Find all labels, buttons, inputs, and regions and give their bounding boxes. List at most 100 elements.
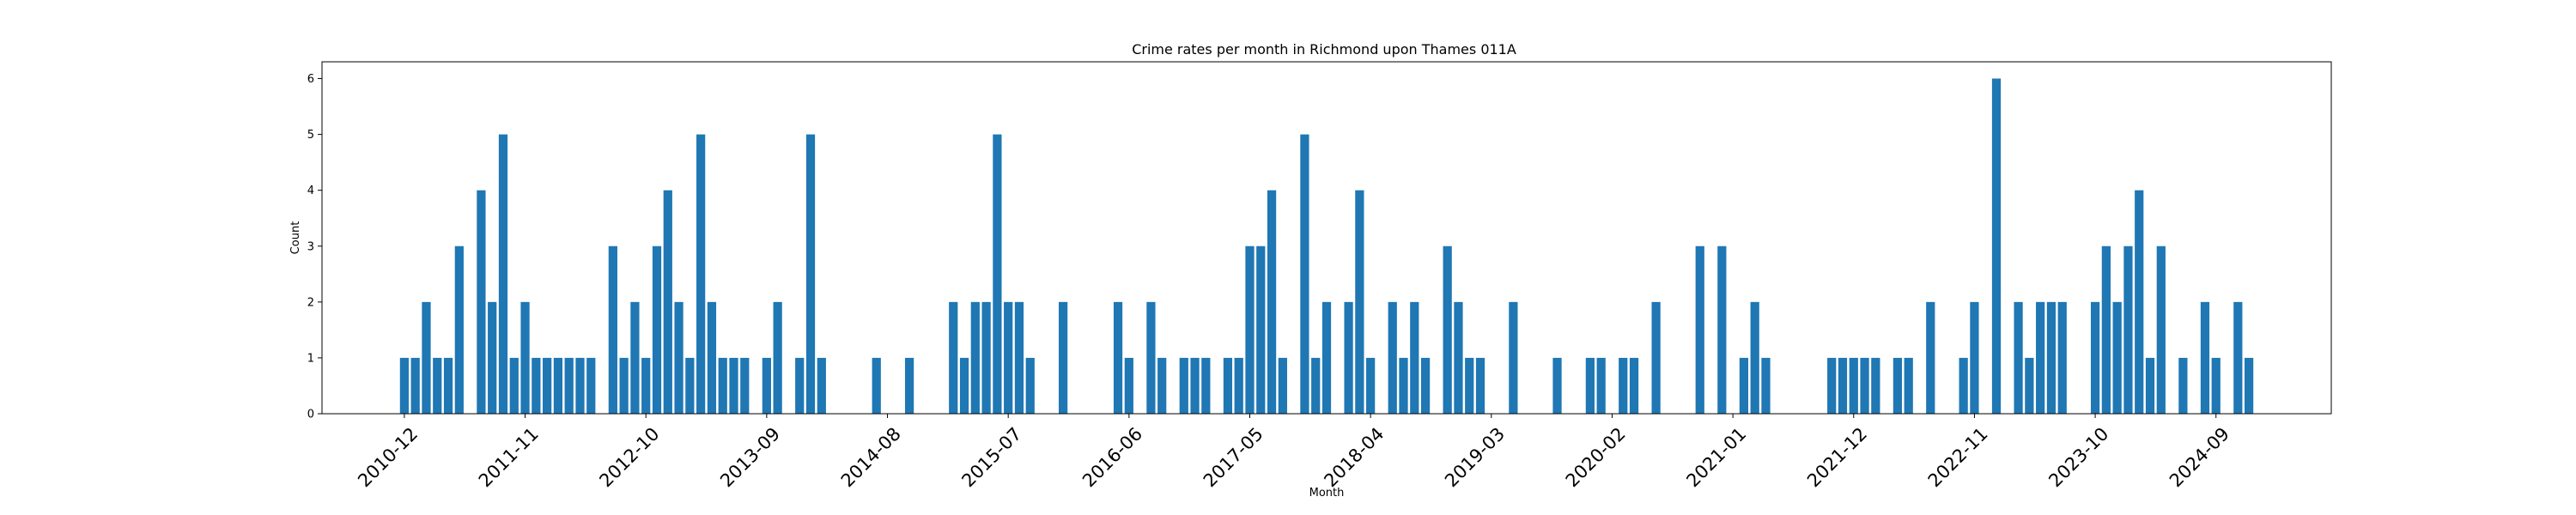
bar-2017-11 (1311, 357, 1321, 414)
bar-2023-10 (2090, 301, 2100, 414)
x-tick-label: 2021-12 (1803, 423, 1871, 491)
bar-2017-08 (1278, 357, 1287, 414)
bar-2024-09 (2211, 357, 2221, 414)
bar-2014-07 (872, 357, 881, 414)
bar-2020-06 (1651, 301, 1661, 414)
bar-2015-07 (1004, 301, 1013, 414)
bar-2017-12 (1321, 301, 1332, 414)
bar-2024-06 (2178, 357, 2188, 414)
bar-2018-02 (1344, 301, 1353, 414)
bar-2013-12 (795, 357, 805, 414)
bar-2017-03 (1223, 357, 1233, 414)
bar-2022-05 (1904, 357, 1913, 414)
bar-2011-09 (498, 134, 508, 414)
bar-2015-02 (949, 301, 958, 414)
x-tick-label: 2014-08 (837, 423, 905, 491)
bar-2023-01 (1991, 78, 2002, 415)
bar-2012-12 (663, 190, 672, 414)
bar-2011-04 (443, 357, 453, 414)
bar-2013-07 (740, 357, 750, 414)
bar-2015-08 (1014, 301, 1024, 414)
bar-2022-11 (1970, 301, 1979, 414)
plot-frame (321, 61, 2332, 415)
bar-2014-10 (904, 357, 914, 414)
bar-2018-11 (1443, 245, 1452, 414)
y-axis: 0 1 2 3 4 5 6 (307, 73, 322, 421)
bar-2020-03 (1619, 357, 1628, 414)
bar-2021-10 (1827, 357, 1837, 414)
x-tick-label: 2017-05 (1200, 423, 1267, 491)
bar-2016-08 (1146, 301, 1156, 414)
bar-2011-12 (532, 357, 541, 414)
x-tick-label: 2020-02 (1562, 423, 1630, 491)
y-tick-label: 1 (307, 352, 314, 365)
bar-2021-04 (1761, 357, 1771, 414)
bar-2015-12 (1059, 301, 1068, 414)
bar-2024-11 (2233, 301, 2243, 414)
bar-2015-06 (993, 134, 1002, 414)
y-tick-label: 3 (307, 240, 314, 253)
bar-2019-01 (1465, 357, 1474, 414)
bar-2015-05 (981, 301, 991, 414)
x-tick-label: 2010-12 (354, 423, 422, 491)
bar-2020-10 (1695, 245, 1704, 414)
x-axis: 2010-12 2011-11 2012-10 2013-09 2014-08 2015-… (354, 414, 2233, 491)
bar-2012-05 (586, 357, 596, 414)
bar-2018-09 (1420, 357, 1431, 414)
bar-2012-04 (575, 357, 585, 414)
bar-2012-11 (652, 245, 662, 414)
bar-2022-10 (1959, 357, 1968, 414)
bar-2023-07 (2057, 301, 2067, 414)
y-tick-label: 0 (307, 409, 314, 421)
bar-2024-03 (2145, 357, 2155, 414)
bar-2014-02 (817, 357, 826, 414)
x-tick-label: 2011-11 (475, 423, 543, 491)
bar-2012-01 (543, 357, 552, 414)
bar-2013-05 (718, 357, 727, 414)
bar-2023-11 (2101, 245, 2111, 414)
bar-2018-08 (1410, 301, 1419, 414)
x-tick-label: 2021-01 (1682, 423, 1750, 491)
bar-2017-07 (1267, 190, 1277, 414)
x-tick-label: 2023-10 (2044, 423, 2112, 491)
bar-2010-12 (399, 357, 410, 414)
bar-2019-12 (1585, 357, 1595, 414)
bar-2022-02 (1871, 357, 1880, 414)
bar-2023-06 (2046, 301, 2057, 414)
bar-2013-04 (707, 301, 717, 414)
bar-2016-11 (1179, 357, 1188, 414)
bar-2012-03 (564, 357, 574, 414)
bar-2016-09 (1157, 357, 1167, 414)
bar-2013-09 (762, 357, 771, 414)
bar-2018-03 (1355, 190, 1364, 414)
bars-group (399, 78, 2254, 415)
bar-2019-09 (1552, 357, 1562, 414)
bar-2012-10 (641, 357, 651, 414)
x-tick-label: 2016-06 (1078, 423, 1146, 491)
bar-2011-08 (488, 301, 497, 414)
bar-2016-12 (1190, 357, 1200, 414)
bar-2018-06 (1388, 301, 1397, 414)
bar-2013-02 (685, 357, 695, 414)
bar-2011-02 (422, 301, 431, 414)
bar-2017-06 (1256, 245, 1266, 414)
bar-2021-03 (1750, 301, 1759, 414)
x-tick-label: 2012-10 (595, 423, 663, 491)
bar-2015-04 (970, 301, 980, 414)
bar-2017-04 (1234, 357, 1243, 414)
bar-2014-01 (805, 134, 816, 414)
bar-2019-05 (1509, 301, 1518, 414)
bar-2020-04 (1629, 357, 1639, 414)
bar-2017-05 (1245, 245, 1255, 414)
bar-2018-04 (1366, 357, 1376, 414)
x-tick-label: 2019-03 (1441, 423, 1509, 491)
x-tick-label: 2022-11 (1924, 423, 1992, 491)
bar-2011-07 (477, 190, 486, 414)
bar-2011-03 (433, 357, 442, 414)
bar-2019-02 (1475, 357, 1485, 414)
bar-2012-07 (608, 245, 617, 414)
bar-2015-03 (959, 357, 969, 414)
bar-2013-10 (773, 301, 782, 414)
bar-2013-06 (729, 357, 738, 414)
bar-2022-07 (1926, 301, 1935, 414)
